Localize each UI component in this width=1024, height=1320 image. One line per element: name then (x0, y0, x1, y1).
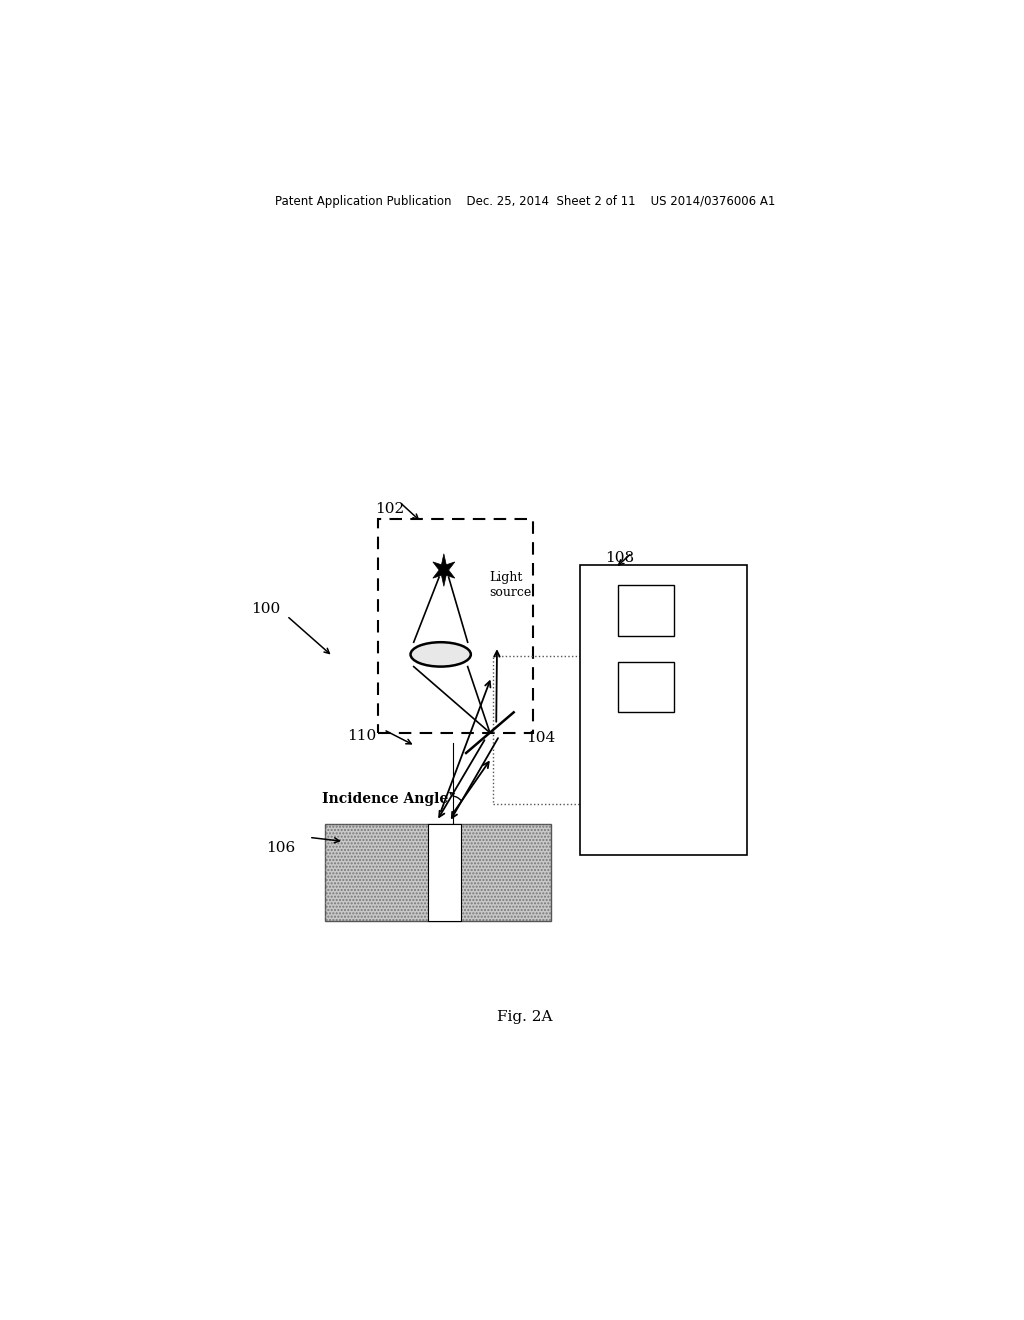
Bar (428, 824, 461, 921)
Text: 106: 106 (266, 841, 295, 854)
Text: Light
source: Light source (489, 572, 531, 599)
Bar (581, 565, 746, 854)
Text: 102: 102 (375, 502, 404, 516)
Text: Patent Application Publication    Dec. 25, 2014  Sheet 2 of 11    US 2014/037600: Patent Application Publication Dec. 25, … (274, 194, 775, 207)
Text: 100: 100 (252, 602, 281, 615)
Text: 110: 110 (347, 729, 377, 743)
Bar (378, 519, 532, 733)
Text: 104: 104 (526, 731, 555, 744)
Text: 108: 108 (605, 550, 635, 565)
Bar (325, 824, 551, 921)
Bar (618, 585, 674, 636)
Bar (494, 656, 608, 804)
Bar (325, 824, 551, 921)
Polygon shape (433, 554, 455, 586)
Bar (618, 661, 674, 713)
Text: Incidence Angle: Incidence Angle (322, 792, 447, 805)
Ellipse shape (411, 643, 471, 667)
Text: Fig. 2A: Fig. 2A (497, 1010, 553, 1024)
